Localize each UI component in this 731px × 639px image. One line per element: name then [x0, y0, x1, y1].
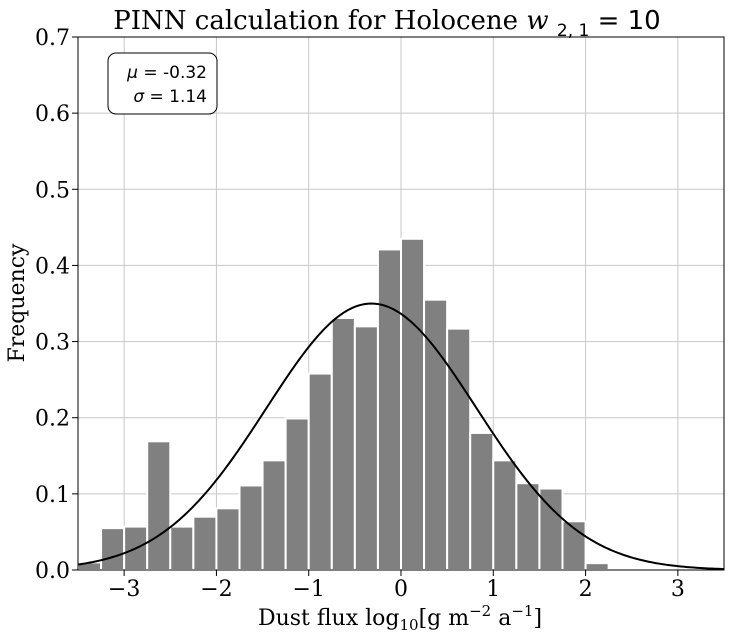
histogram-bar — [238, 484, 264, 571]
histogram-bar — [376, 248, 402, 571]
histogram-bar — [330, 316, 356, 571]
y-tick-label: 0.2 — [35, 407, 70, 432]
histogram-bar — [215, 507, 241, 571]
histogram-bar — [400, 237, 426, 571]
normal-fit-curve — [77, 302, 725, 571]
title-math-sub: 2, 1 — [557, 21, 589, 41]
histogram-bar — [261, 459, 287, 571]
histogram-bars — [77, 237, 610, 572]
title-text: PINN calculation for Holocene — [113, 6, 518, 36]
y-tick-label: 0.5 — [35, 178, 70, 203]
axis-ticks: −3 −2 −1 0 1 2 3 0.0 0.1 0.2 0.3 0.4 0.5 0.6 0.7 — [35, 26, 685, 602]
histogram-bar — [192, 515, 218, 572]
x-tick-label: −2 — [200, 577, 232, 602]
histogram-bar — [446, 327, 472, 571]
chart-title: PINN calculation for Holocene w 2, 1 = 1… — [113, 6, 660, 43]
x-axis-label: Dust flux log10[g m−2 a−1] — [258, 602, 542, 634]
histogram-bar — [100, 527, 126, 571]
annotation-box — [107, 52, 218, 115]
title-math-rest: = 10 — [598, 6, 661, 36]
y-tick-label: 0.7 — [35, 26, 70, 51]
y-axis-label: Frequency — [5, 243, 30, 363]
y-tick-label: 0.6 — [35, 102, 70, 127]
annotation-mu: μ = -0.32 — [126, 63, 207, 83]
histogram-bar — [307, 372, 333, 571]
x-tick-label: −1 — [292, 577, 324, 602]
x-tick-label: 3 — [671, 577, 685, 602]
histogram-bar — [169, 525, 195, 571]
histogram-bar — [492, 459, 518, 571]
y-tick-label: 0.0 — [35, 559, 70, 584]
annotation-sigma: σ = 1.14 — [133, 87, 207, 107]
x-tick-label: 0 — [394, 577, 408, 602]
y-tick-label: 0.3 — [35, 331, 70, 356]
histogram-bar — [515, 482, 541, 571]
histogram-bar — [469, 431, 495, 572]
y-tick-label: 0.4 — [35, 254, 70, 279]
x-tick-label: −3 — [108, 577, 140, 602]
grid — [78, 36, 724, 571]
histogram-bar — [284, 417, 310, 571]
histogram-bar — [353, 325, 379, 572]
x-tick-label: 2 — [579, 577, 593, 602]
title-math-var: w — [526, 6, 548, 36]
y-tick-label: 0.1 — [35, 483, 70, 508]
histogram-bar — [584, 562, 610, 572]
stats-annotation: μ = -0.32 σ = 1.14 — [107, 52, 218, 115]
x-tick-label: 1 — [486, 577, 500, 602]
histogram-bar — [146, 440, 172, 571]
